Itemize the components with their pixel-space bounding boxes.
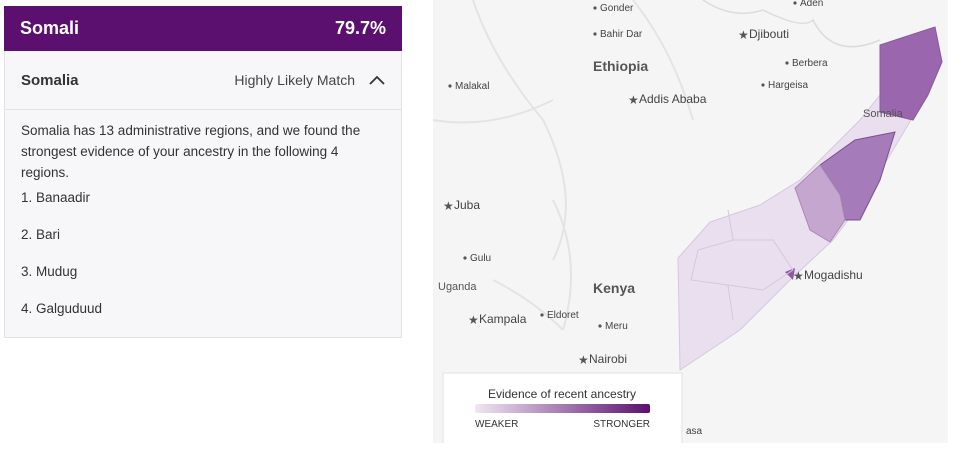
region-bari <box>879 26 943 121</box>
map-label: Hargeisa <box>768 80 808 91</box>
region-borders <box>690 209 794 321</box>
capital-star: ★ <box>468 313 479 327</box>
map-label: Kampala <box>479 312 527 326</box>
legend-high: STRONGER <box>593 419 650 430</box>
map-label: Ethiopia <box>593 58 648 74</box>
legend-gradient <box>475 404 650 413</box>
map-label: Gulu <box>470 253 491 264</box>
city-dot <box>598 324 602 328</box>
region-list: 1. Banaadir 2. Bari 3. Mudug 4. Galguduud <box>5 183 401 337</box>
map-label: Kenya <box>593 280 635 296</box>
city-dot <box>593 32 597 36</box>
city-dot <box>540 313 544 317</box>
map-label: Addis Ababa <box>639 92 707 106</box>
population-percent: 79.7% <box>334 18 386 38</box>
legend-title: Evidence of recent ancestry <box>488 387 636 401</box>
city-dot <box>761 83 765 87</box>
capital-star: ★ <box>793 269 804 283</box>
chevron-up <box>369 75 385 85</box>
map-label: asa <box>686 426 703 437</box>
city-dot <box>463 256 467 260</box>
city-dot <box>593 6 597 10</box>
map-background <box>433 0 948 443</box>
city-dot <box>448 84 452 88</box>
map-label: Eldoret <box>547 310 579 321</box>
map-label: Nairobi <box>589 352 627 366</box>
map-label: Malakal <box>455 81 489 92</box>
country-name: Somalia <box>21 71 79 89</box>
map-label: Somalia <box>863 108 904 120</box>
map-roads <box>433 0 694 331</box>
description: Somalia has 13 administrative regions, a… <box>21 123 361 180</box>
map-label: Gonder <box>600 3 634 14</box>
city-dot <box>793 1 797 5</box>
region-item: 2. Bari <box>21 227 61 242</box>
region-item: 3. Mudug <box>21 264 78 279</box>
map-label: Aden <box>800 0 823 9</box>
legend: Evidence of recent ancestry WEAKER STRON… <box>442 372 683 443</box>
capital-star: ★ <box>578 353 589 367</box>
map-label: Berbera <box>792 58 828 69</box>
region-banaadir <box>785 268 795 280</box>
map-label: Mogadishu <box>804 268 863 282</box>
map-label: Djibouti <box>749 27 789 41</box>
coastline <box>702 0 881 48</box>
region-item: 4. Galguduud <box>21 301 103 316</box>
legend-low: WEAKER <box>475 419 518 430</box>
map-label: Bahir Dar <box>600 29 643 40</box>
map-label: Meru <box>605 321 628 332</box>
region-galguduud <box>794 164 846 243</box>
capital-star: ★ <box>443 199 454 213</box>
match-label: Highly Likely Match <box>234 72 355 88</box>
map-label: Juba <box>454 198 480 212</box>
city-dot <box>785 61 789 65</box>
map-label: Uganda <box>438 281 477 293</box>
ancestry-panel: Somali 79.7% Somalia Highly Likely Match… <box>4 6 402 338</box>
panel-header: Somali 79.7% <box>4 6 402 51</box>
country-row[interactable]: Somalia Highly Likely Match <box>5 51 401 110</box>
region-item: 1. Banaadir <box>21 190 91 205</box>
population-title: Somali <box>20 18 80 38</box>
match-toggle[interactable]: Highly Likely Match <box>234 72 385 88</box>
capital-star: ★ <box>628 93 639 107</box>
capital-star: ★ <box>738 28 749 42</box>
